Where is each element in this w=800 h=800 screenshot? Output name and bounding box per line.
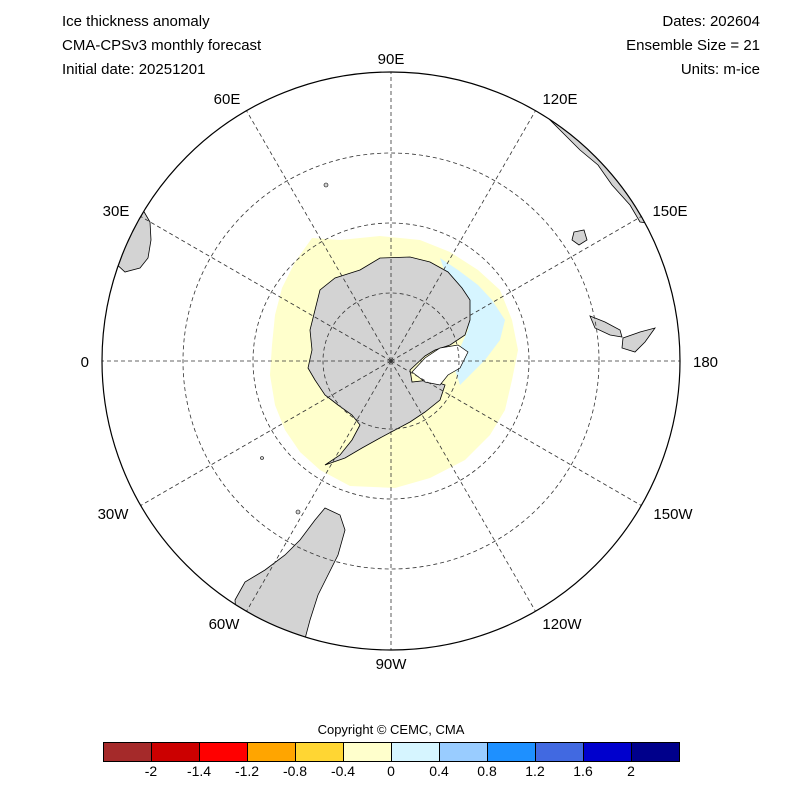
colorbar-tick-label: -0.4 (330, 763, 356, 779)
meridian-lines (102, 72, 680, 650)
copyright-notice: Copyright © CEMC, CMA (317, 722, 465, 737)
initial-date: Initial date: 20251201 (62, 61, 206, 78)
ice-anomaly-negative (440, 258, 505, 385)
colorbar-swatch (392, 743, 440, 761)
colorbar-swatch (296, 743, 344, 761)
island-crozet (323, 182, 329, 188)
label-150E: 150E (652, 203, 687, 220)
colorbar-swatch (632, 743, 679, 761)
colorbar-swatch (104, 743, 152, 761)
label-30W: 30W (98, 506, 130, 523)
label-120W: 120W (542, 616, 582, 633)
colorbar-swatch (440, 743, 488, 761)
colorbar-swatch (344, 743, 392, 761)
colorbar-swatch (248, 743, 296, 761)
colorbar-tick-label: 0.8 (477, 763, 497, 779)
label-90E: 90E (378, 51, 405, 68)
island-south-georgia (295, 509, 301, 515)
colorbar-tick-label: 2 (627, 763, 635, 779)
latitude-circles (182, 152, 600, 570)
units-label: Units: m-ice (680, 61, 760, 78)
map-title: Ice thickness anomaly (62, 13, 210, 30)
label-90W: 90W (376, 656, 408, 673)
header-right: Dates: 202604 Ensemble Size = 21 Units: … (626, 10, 760, 82)
colorbar-tick-label: -1.4 (186, 763, 212, 779)
colorbar-swatch (200, 743, 248, 761)
forecast-dates: Dates: 202604 (662, 13, 760, 30)
label-60W: 60W (209, 616, 241, 633)
colorbar-swatch (536, 743, 584, 761)
colorbar-tick-label: 0 (387, 763, 395, 779)
header-left: Ice thickness anomaly CMA-CPSv3 monthly … (62, 10, 261, 82)
label-30E: 30E (103, 203, 130, 220)
colorbar-tick-label: 1.6 (573, 763, 593, 779)
colorbar-tick-label: -0.8 (282, 763, 308, 779)
colorbar (103, 742, 680, 762)
colorbar-tick-label: -1.2 (234, 763, 260, 779)
colorbar-tick-label: -2 (144, 763, 158, 779)
polar-map: 90E 120E 150E 180 150W 120W 90W 60W 30W … (81, 51, 718, 673)
ross-ice-shelf (411, 344, 469, 386)
colorbar-swatch (152, 743, 200, 761)
colorbar-tick-label: 0.4 (429, 763, 449, 779)
label-60E: 60E (214, 91, 241, 108)
label-120E: 120E (542, 91, 577, 108)
colorbar-tick-label: 1.2 (525, 763, 545, 779)
colorbar-swatch (488, 743, 536, 761)
island-sandwich (260, 456, 264, 460)
model-name: CMA-CPSv3 monthly forecast (62, 37, 262, 54)
label-150W: 150W (653, 506, 693, 523)
landmass-tasmania (571, 229, 588, 246)
colorbar-swatch (584, 743, 632, 761)
map-boundary (101, 71, 681, 651)
colorbar-ticks: -2 -1.4 -1.2 -0.8 -0.4 0 0.4 0.8 1.2 1.6 2 (0, 763, 800, 783)
landmass-new-zealand (589, 315, 656, 353)
ensemble-size: Ensemble Size = 21 (626, 37, 760, 54)
label-180: 180 (693, 354, 718, 371)
label-0: 0 (81, 354, 89, 371)
